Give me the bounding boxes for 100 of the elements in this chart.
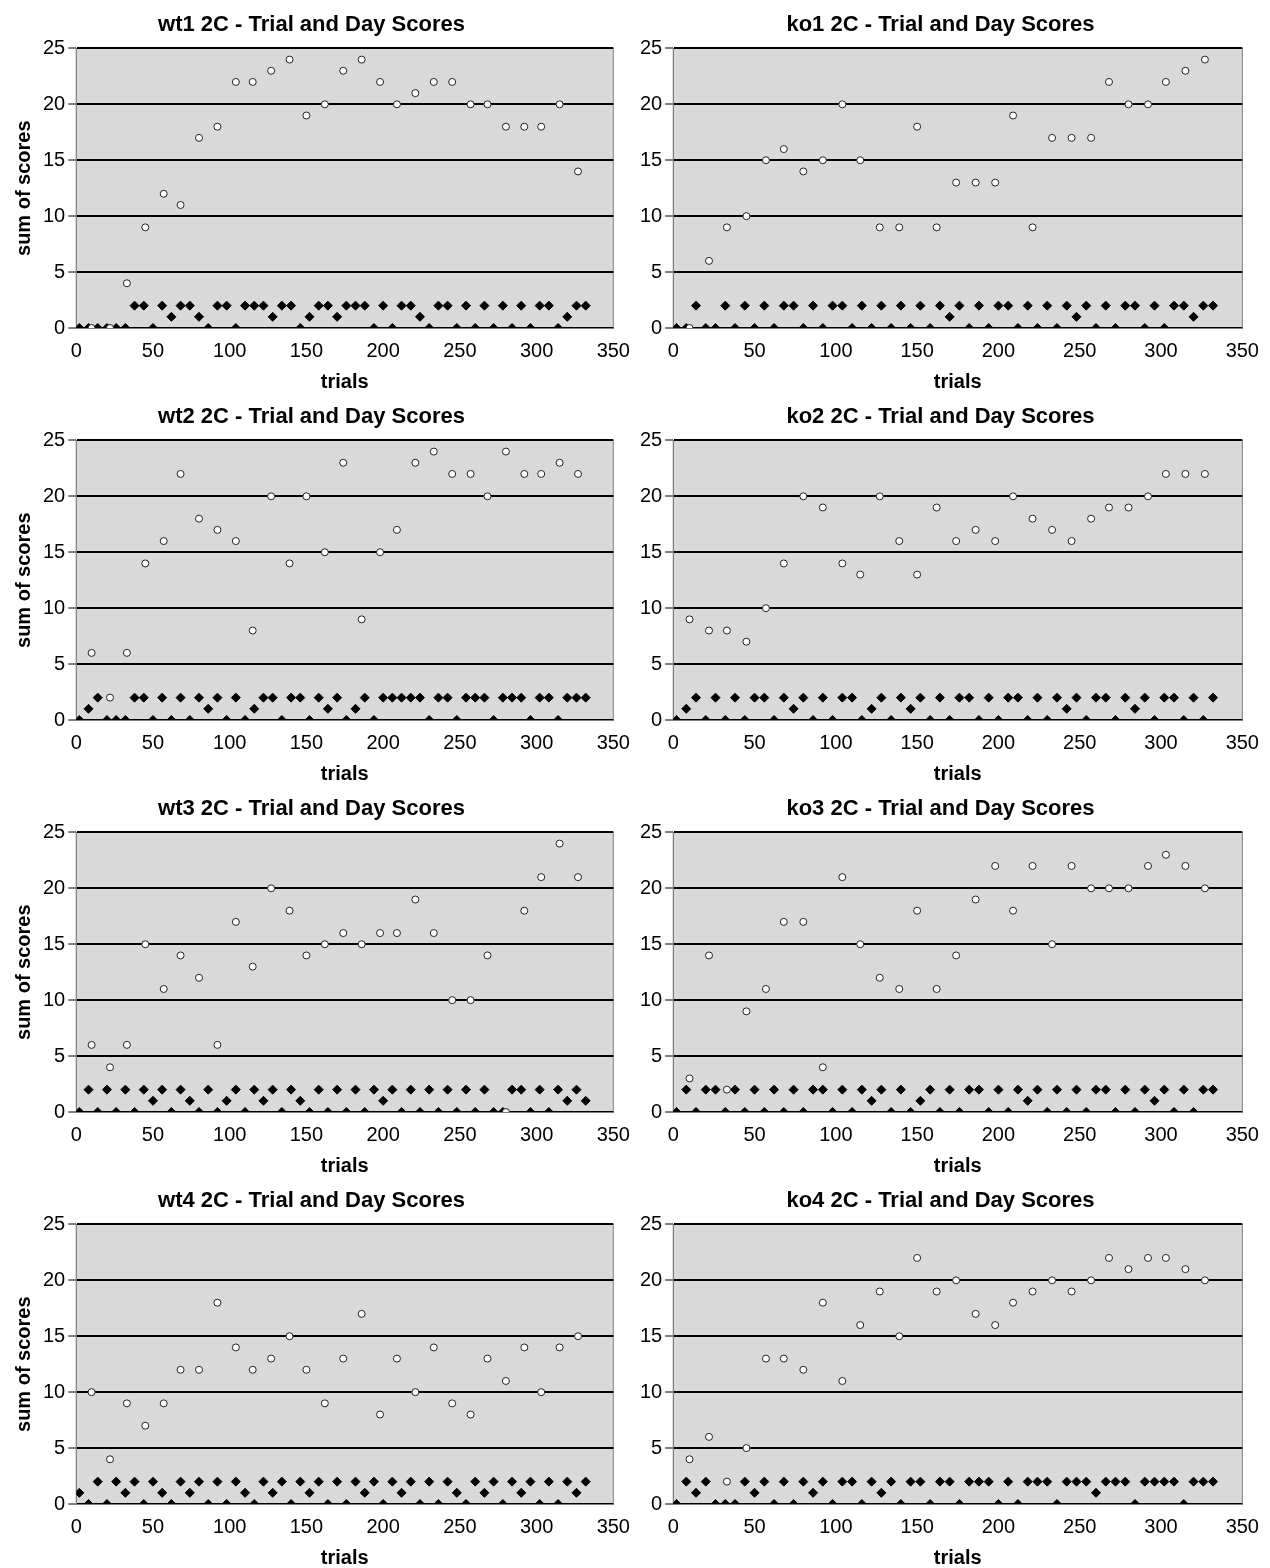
point [837,1476,848,1487]
point [141,940,150,949]
point [376,929,385,938]
point [798,1476,809,1487]
point [1130,703,1141,714]
point [818,1298,827,1307]
point [461,1084,472,1095]
point [433,300,444,311]
point [895,984,904,993]
x-tick-label: 150 [289,1122,324,1145]
point [856,570,865,579]
y-axis-title: sum of scores [11,512,34,648]
point [302,492,311,501]
point [952,951,961,960]
point [1071,1476,1082,1487]
point [203,1084,214,1095]
point [368,1476,379,1487]
point [429,929,438,938]
point [1090,1084,1101,1095]
point [411,89,420,98]
point [761,1354,770,1363]
x-tick-label: 100 [213,1122,247,1145]
y-tick-label: 5 [651,651,663,674]
point [1144,861,1153,870]
point [838,873,847,882]
point [507,1084,518,1095]
point [1067,1287,1076,1296]
point [429,1343,438,1352]
point [838,100,847,109]
point [479,1487,490,1498]
x-tick-label: 50 [141,338,165,361]
point [350,1476,361,1487]
point [488,1476,499,1487]
point [973,300,984,311]
point [159,189,168,198]
y-tick-label: 25 [640,427,663,450]
point [414,311,425,322]
point [1120,1476,1131,1487]
point [507,692,518,703]
point [1051,692,1062,703]
point [320,548,329,557]
point [1081,1476,1092,1487]
point [895,223,904,232]
point [258,1095,269,1106]
point [1048,940,1057,949]
point [267,1084,278,1095]
point [248,626,257,635]
point [1149,1476,1160,1487]
point [213,525,222,534]
y-tick-label: 10 [43,595,66,618]
point [691,1487,702,1498]
point [286,692,297,703]
x-tick-label: 300 [1144,338,1178,361]
point [749,692,760,703]
point [1198,300,1209,311]
point [83,1084,94,1095]
point [742,212,751,221]
point [1051,1084,1062,1095]
point [934,300,945,311]
point [267,884,276,893]
point [249,703,260,714]
point [1048,1276,1057,1285]
point [1022,300,1033,311]
point [276,1476,287,1487]
point [788,300,799,311]
point [176,951,185,960]
point [285,906,294,915]
x-axis-title: trials [933,1545,982,1568]
point [320,940,329,949]
point [562,692,573,703]
point [993,1084,1004,1095]
x-tick-label: 150 [289,338,324,361]
point [1130,300,1141,311]
y-tick-label: 20 [640,1267,663,1290]
point [376,77,385,86]
point [302,111,311,120]
point [249,1084,260,1095]
point [778,1476,789,1487]
point [1169,1476,1180,1487]
point [759,1476,770,1487]
point [742,1007,751,1016]
point [332,692,343,703]
point [905,703,916,714]
point [378,1095,389,1106]
point [932,223,941,232]
x-axis-title: trials [320,761,369,784]
point [685,1074,694,1083]
y-tick-label: 15 [43,1323,66,1346]
point [1120,1084,1131,1095]
point [483,951,492,960]
point [991,537,1000,546]
point [722,626,731,635]
point [895,537,904,546]
point [442,300,453,311]
y-tick-label: 10 [640,987,663,1010]
point [1100,1476,1111,1487]
point [838,559,847,568]
point [516,1487,527,1498]
point [685,1455,694,1464]
point [461,300,472,311]
